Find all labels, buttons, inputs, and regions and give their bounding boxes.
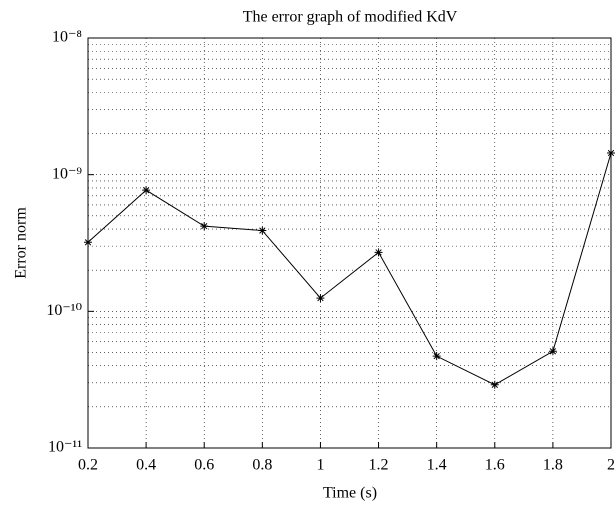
marker: [84, 238, 92, 247]
y-tick-label: 10⁻¹⁰: [46, 302, 82, 319]
marker: [200, 222, 209, 231]
plot-frame: [87, 37, 612, 449]
x-tick-label: 2: [607, 457, 615, 474]
x-tick-label: 0.4: [136, 457, 156, 474]
line: [87, 152, 612, 386]
x-tick-label: 0.6: [194, 457, 214, 474]
x-tick-label: 1.8: [543, 457, 563, 474]
x-tick-label: 1.6: [485, 457, 505, 474]
x-tick-label: 0.8: [252, 457, 272, 474]
x-tick-label: 1.4: [427, 457, 447, 474]
y-axis-label: Error norm: [13, 207, 30, 279]
marker: [258, 226, 267, 235]
y-tick-label: 10⁻¹¹: [48, 439, 82, 456]
y-tick-label: 10⁻⁸: [52, 29, 82, 46]
marker: [374, 248, 383, 257]
x-tick-label: 1: [316, 457, 324, 474]
marker: [316, 294, 325, 303]
marker: [432, 352, 441, 361]
marker: [142, 186, 151, 195]
marker: [607, 149, 615, 158]
marker: [490, 380, 499, 389]
marker: [548, 347, 557, 356]
chart-title: The error graph of modified KdV: [243, 9, 458, 26]
x-axis-label: Time (s): [323, 485, 377, 502]
y-tick-label: 10⁻⁹: [52, 165, 82, 182]
x-tick-label: 1.2: [369, 457, 389, 474]
x-tick-label: 0.2: [78, 457, 98, 474]
